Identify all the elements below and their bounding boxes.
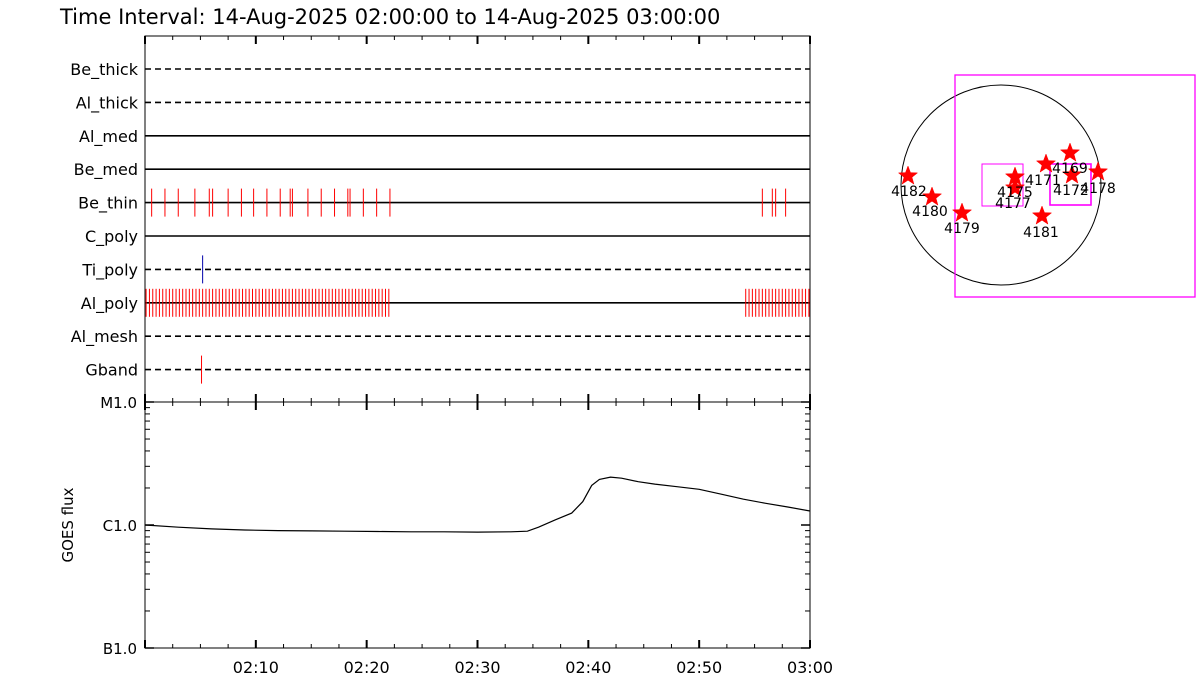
- goes-flux-panel: [144, 401, 811, 649]
- solar-disk: [900, 84, 1102, 286]
- region-star-icon: [1031, 205, 1053, 225]
- channel-label: Gband: [85, 361, 138, 380]
- goes-x-tick-label: 02:50: [676, 658, 722, 677]
- goes-flux-line: [144, 476, 811, 533]
- fov-box-medium: [1049, 163, 1092, 206]
- goes-x-tick-label: 02:30: [454, 658, 500, 677]
- region-star-icon: [1004, 177, 1026, 197]
- region-label: 4172: [1053, 183, 1089, 199]
- channel-label: Al_mesh: [71, 327, 138, 347]
- channel-label: Al_poly: [81, 294, 138, 314]
- region-star-icon: [921, 186, 943, 206]
- timeline-frame: [144, 35, 811, 403]
- region-label: 4169: [1052, 161, 1088, 177]
- region-label: 4177: [995, 196, 1031, 212]
- region-label: 4180: [912, 204, 948, 220]
- event-timeline-panel: [144, 35, 811, 403]
- region-label: 4179: [944, 221, 980, 237]
- goes-y-axis-label: GOES flux: [59, 487, 77, 562]
- region-star-icon: [1061, 164, 1083, 184]
- region-label: 4171: [1025, 173, 1061, 189]
- goes-frame: [144, 401, 811, 649]
- region-star-icon: [1035, 153, 1057, 173]
- channel-label: Be_med: [74, 160, 138, 180]
- channel-label: Al_med: [79, 127, 138, 147]
- region-label: 4181: [1023, 225, 1059, 241]
- region-star-icon: [1059, 142, 1081, 162]
- channel-label: C_poly: [85, 227, 138, 247]
- goes-x-tick-label: 02:40: [565, 658, 611, 677]
- region-star-icon: [951, 202, 973, 222]
- goes-y-tick-label: B1.0: [103, 640, 137, 658]
- goes-x-tick-label: 02:10: [233, 658, 279, 677]
- region-label: 4178: [1080, 181, 1116, 197]
- channel-events: [144, 36, 811, 402]
- region-label: 4182: [891, 184, 927, 200]
- channel-label: Al_thick: [76, 93, 139, 113]
- goes-x-tick-label: 02:20: [344, 658, 390, 677]
- figure-title: Time Interval: 14-Aug-2025 02:00:00 to 1…: [59, 5, 720, 29]
- channel-label: Be_thin: [78, 194, 138, 214]
- fov-box-large: [954, 74, 1196, 298]
- region-label: 4175: [997, 185, 1033, 201]
- region-star-icon: [1087, 161, 1109, 181]
- goes-y-tick-label: C1.0: [103, 517, 137, 535]
- goes-ticks: M1.0 C1.0 B1.0 02:10 02:20 02:30 02:40 02:50 03:…: [100, 394, 833, 677]
- goes-y-tick-label: M1.0: [100, 394, 137, 412]
- channel-label: Be_thick: [70, 60, 138, 80]
- goes-x-tick-label: 03:00: [787, 658, 833, 677]
- region-star-icon: [897, 165, 919, 185]
- channel-label: Ti_poly: [81, 260, 138, 280]
- channel-labels: Be_thick Al_thick Al_med Be_med Be_thin C_pol…: [70, 60, 138, 380]
